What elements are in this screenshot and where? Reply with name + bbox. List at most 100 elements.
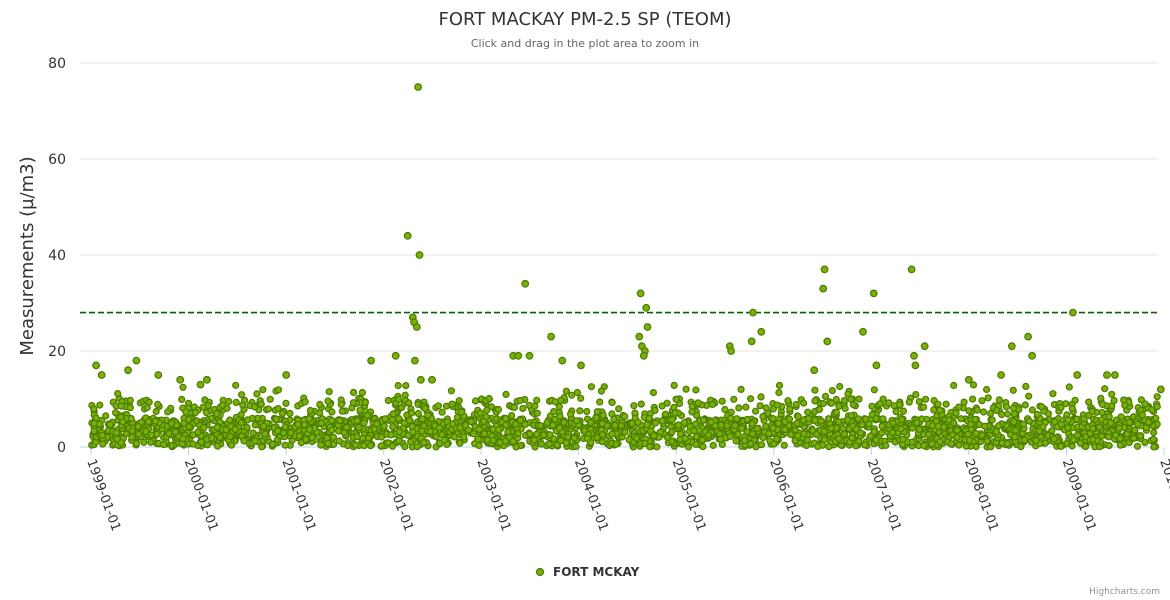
data-point-bg (295, 432, 303, 440)
data-point[interactable] (1073, 371, 1082, 379)
data-point[interactable] (124, 366, 133, 375)
data-point[interactable] (727, 347, 735, 355)
data-points[interactable] (92, 83, 1165, 394)
data-point[interactable] (859, 327, 867, 336)
data-point[interactable] (132, 356, 141, 365)
data-point-bg (987, 443, 995, 451)
data-point-bg (651, 406, 659, 414)
data-point[interactable] (636, 289, 645, 298)
data-point[interactable] (635, 332, 644, 341)
data-point[interactable] (577, 361, 585, 370)
data-point-bg (265, 405, 273, 413)
data-point[interactable] (1024, 332, 1032, 341)
data-point-bg (324, 397, 332, 405)
data-point[interactable] (92, 361, 100, 370)
data-point[interactable] (964, 375, 973, 384)
data-point[interactable] (1102, 371, 1111, 379)
data-point-bg (848, 434, 856, 442)
data-point[interactable] (391, 351, 400, 360)
data-point[interactable] (414, 83, 423, 91)
data-point-bg (982, 385, 991, 394)
data-point[interactable] (643, 323, 652, 331)
data-point[interactable] (196, 380, 205, 389)
data-point[interactable] (367, 356, 376, 365)
data-point[interactable] (911, 361, 920, 370)
data-point-bg (964, 430, 972, 438)
data-point[interactable] (810, 366, 819, 375)
data-point-bg (305, 425, 313, 433)
data-point[interactable] (747, 337, 756, 346)
data-point[interactable] (154, 371, 163, 379)
data-point[interactable] (872, 361, 881, 370)
data-point-bg (213, 410, 221, 418)
data-point[interactable] (997, 371, 1005, 379)
data-point-bg (743, 415, 751, 423)
data-point-bg (281, 423, 289, 431)
data-point-bg (811, 397, 819, 405)
data-point[interactable] (97, 371, 106, 379)
data-point[interactable] (428, 375, 436, 384)
data-point[interactable] (415, 251, 424, 259)
data-point[interactable] (558, 356, 567, 365)
data-point-bg (841, 404, 849, 413)
data-point-bg (942, 400, 950, 408)
data-point-bg (164, 408, 172, 416)
data-point-bg (260, 422, 268, 430)
data-point[interactable] (642, 303, 651, 312)
data-point-bg (1057, 442, 1065, 450)
data-point[interactable] (176, 375, 185, 384)
data-point[interactable] (1068, 308, 1077, 317)
data-point[interactable] (920, 342, 929, 351)
data-point[interactable] (521, 279, 530, 288)
data-point-bg (918, 415, 926, 423)
data-point[interactable] (907, 265, 916, 274)
data-point[interactable] (639, 351, 648, 360)
data-point-bg (936, 406, 944, 414)
data-point[interactable] (403, 231, 412, 240)
legend[interactable]: FORT MCKAY (535, 565, 640, 579)
data-point-bg (337, 400, 345, 409)
data-point[interactable] (749, 308, 757, 317)
credits-link[interactable]: Highcharts.com (1089, 587, 1160, 597)
data-point[interactable] (514, 351, 523, 360)
data-point[interactable] (547, 332, 555, 341)
data-point-bg (395, 415, 403, 423)
data-point-bg (820, 427, 828, 435)
data-point-bg (828, 387, 837, 395)
data-point-bg (1105, 442, 1113, 450)
data-point[interactable] (202, 375, 211, 384)
data-point[interactable] (411, 356, 419, 365)
data-point-bg (222, 426, 230, 434)
data-point[interactable] (819, 284, 828, 293)
data-point[interactable] (869, 289, 878, 298)
data-point-bg (786, 405, 794, 413)
legend-series-label[interactable]: FORT MCKAY (553, 565, 640, 579)
data-point-bg (1076, 439, 1085, 447)
data-point-bg (469, 430, 478, 438)
data-point-bg (573, 388, 582, 397)
data-point[interactable] (1156, 385, 1165, 394)
data-point-bg (978, 397, 986, 405)
data-point-bg (353, 433, 361, 441)
data-point-bg (986, 409, 995, 418)
data-point[interactable] (412, 323, 421, 331)
data-point[interactable] (757, 327, 766, 336)
data-point[interactable] (1110, 371, 1119, 379)
data-point[interactable] (1007, 342, 1016, 351)
data-point-bg (913, 419, 921, 427)
data-point[interactable] (823, 337, 832, 346)
data-point[interactable] (910, 351, 918, 360)
data-point-bg (1022, 382, 1030, 390)
data-point-bg (99, 440, 107, 448)
data-point-bg (1033, 410, 1042, 419)
data-point[interactable] (282, 371, 291, 379)
data-point[interactable] (1028, 351, 1036, 360)
data-point[interactable] (525, 351, 534, 360)
data-point-bg (628, 419, 636, 427)
data-point[interactable] (820, 265, 829, 274)
data-point-bg (404, 431, 412, 439)
data-point[interactable] (416, 375, 425, 384)
x-tick-label: 2008-01-01 (961, 457, 1001, 533)
